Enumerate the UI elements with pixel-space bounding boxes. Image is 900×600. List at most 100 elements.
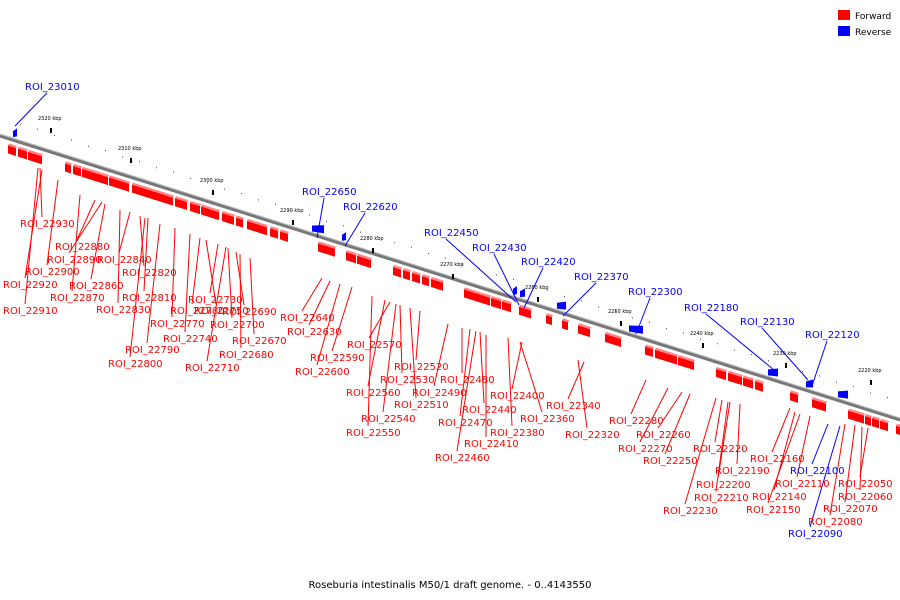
forward-feature-label[interactable]: ROI_22890 — [47, 255, 102, 266]
forward-feature-label[interactable]: ROI_22820 — [122, 268, 177, 279]
forward-feature-label[interactable]: ROI_22830 — [96, 305, 151, 316]
forward-callout-line — [239, 253, 242, 349]
reverse-feature-label[interactable]: ROI_23010 — [25, 82, 80, 93]
reverse-feature-label[interactable]: ROI_22650 — [302, 187, 357, 198]
forward-feature-label[interactable]: ROI_22540 — [361, 414, 416, 425]
forward-feature-label[interactable]: ROI_22220 — [693, 444, 748, 455]
forward-feature-label[interactable]: ROI_22530 — [380, 375, 435, 386]
forward-feature-label[interactable]: ROI_22740 — [163, 334, 218, 345]
forward-feature-label[interactable]: ROI_22230 — [663, 506, 718, 517]
forward-feature-label[interactable]: ROI_22160 — [750, 454, 805, 465]
forward-feature-label[interactable]: ROI_22710 — [185, 363, 240, 374]
forward-feature-label[interactable]: ROI_22440 — [462, 405, 517, 416]
reverse-feature-label[interactable]: ROI_22620 — [343, 202, 398, 213]
forward-feature-label[interactable]: ROI_22680 — [219, 350, 274, 361]
forward-feature-label[interactable]: ROI_22480 — [440, 375, 495, 386]
reverse-feature-label[interactable]: ROI_22090 — [788, 529, 843, 540]
forward-callout-line — [829, 423, 846, 516]
forward-feature-label[interactable]: ROI_22800 — [108, 359, 163, 370]
forward-feature-label[interactable]: ROI_22900 — [25, 267, 80, 278]
forward-feature-label[interactable]: ROI_22200 — [696, 480, 751, 491]
forward-feature-label[interactable]: ROI_22550 — [346, 428, 401, 439]
forward-callout-line — [367, 299, 386, 387]
forward-callout-line — [368, 301, 391, 339]
forward-feature-label[interactable]: ROI_22250 — [643, 456, 698, 467]
forward-feature-label[interactable]: ROI_22920 — [3, 280, 58, 291]
forward-feature-label[interactable]: ROI_22560 — [346, 388, 401, 399]
forward-feature-label[interactable]: ROI_22910 — [3, 306, 58, 317]
forward-feature-label[interactable]: ROI_22060 — [838, 492, 893, 503]
forward-feature — [431, 279, 443, 291]
forward-feature-label[interactable]: ROI_22190 — [715, 466, 770, 477]
forward-feature-label[interactable]: ROI_22750 — [194, 306, 249, 317]
forward-feature — [464, 289, 480, 303]
forward-feature-label[interactable]: ROI_22600 — [295, 367, 350, 378]
reverse-feature-label[interactable]: ROI_22420 — [521, 257, 576, 268]
forward-feature-label[interactable]: ROI_22360 — [520, 414, 575, 425]
forward-feature-label[interactable]: ROI_22150 — [746, 505, 801, 516]
forward-feature-label[interactable]: ROI_22790 — [125, 345, 180, 356]
reverse-feature-label[interactable]: ROI_22130 — [740, 317, 795, 328]
forward-feature-label[interactable]: ROI_22400 — [490, 391, 545, 402]
forward-feature-label[interactable]: ROI_22590 — [310, 353, 365, 364]
forward-feature-label[interactable]: ROI_22470 — [438, 418, 493, 429]
callout-lines — [14, 92, 869, 528]
forward-features — [8, 143, 900, 435]
forward-feature — [270, 228, 278, 239]
forward-feature-label[interactable]: ROI_22320 — [565, 430, 620, 441]
forward-feature-label[interactable]: ROI_22700 — [210, 320, 265, 331]
forward-feature-label[interactable]: ROI_22730 — [188, 295, 243, 306]
scale-dot — [836, 381, 837, 383]
forward-feature-label[interactable]: ROI_22860 — [69, 281, 124, 292]
forward-feature-label[interactable]: ROI_22810 — [122, 293, 177, 304]
forward-feature-label[interactable]: ROI_22460 — [435, 453, 490, 464]
forward-feature-label[interactable]: ROI_22080 — [808, 517, 863, 528]
forward-feature-label[interactable]: ROI_22640 — [280, 313, 335, 324]
reverse-feature-label[interactable]: ROI_22430 — [472, 243, 527, 254]
forward-feature-label[interactable]: ROI_22670 — [232, 336, 287, 347]
scale-dot — [411, 246, 412, 248]
forward-callout-line — [409, 307, 417, 399]
forward-feature-label[interactable]: ROI_22140 — [752, 492, 807, 503]
reverse-feature-label[interactable]: ROI_22100 — [790, 466, 845, 477]
forward-feature-label[interactable]: ROI_22210 — [694, 493, 749, 504]
reverse-feature-label[interactable]: ROI_22370 — [574, 272, 629, 283]
genome-backbone-highlight — [0, 133, 900, 419]
forward-feature-top — [247, 218, 268, 228]
forward-feature-label[interactable]: ROI_22270 — [618, 444, 673, 455]
forward-feature-label[interactable]: ROI_22490 — [412, 388, 467, 399]
forward-feature-label[interactable]: ROI_22280 — [609, 416, 664, 427]
forward-feature-label[interactable]: ROI_22340 — [546, 401, 601, 412]
forward-feature-label[interactable]: ROI_22780 — [170, 306, 225, 317]
forward-feature-top — [201, 204, 212, 210]
forward-feature-label[interactable]: ROI_22520 — [394, 362, 449, 373]
forward-callout-line — [456, 330, 477, 452]
reverse-callout-line — [344, 212, 366, 247]
forward-callout-line — [46, 179, 59, 266]
forward-feature-label[interactable]: ROI_22110 — [775, 479, 830, 490]
forward-feature-label[interactable]: ROI_22070 — [823, 504, 878, 515]
reverse-feature-label[interactable]: ROI_22450 — [424, 228, 479, 239]
forward-feature-label[interactable]: ROI_22870 — [50, 293, 105, 304]
forward-feature-label[interactable]: ROI_22770 — [150, 319, 205, 330]
forward-feature-label[interactable]: ROI_22380 — [490, 428, 545, 439]
scale-dot — [105, 150, 106, 152]
forward-feature-label[interactable]: ROI_22840 — [97, 255, 152, 266]
forward-callout-line — [206, 246, 227, 362]
forward-callout-line — [331, 286, 353, 352]
reverse-feature-label[interactable]: ROI_22300 — [628, 287, 683, 298]
forward-feature-label[interactable]: ROI_22930 — [20, 219, 75, 230]
forward-feature-label[interactable]: ROI_22510 — [394, 400, 449, 411]
forward-feature — [403, 270, 410, 281]
forward-feature-label[interactable]: ROI_22570 — [347, 340, 402, 351]
forward-feature-label[interactable]: ROI_22630 — [287, 327, 342, 338]
forward-feature-label[interactable]: ROI_22690 — [222, 307, 277, 318]
forward-feature — [743, 377, 753, 389]
reverse-feature-label[interactable]: ROI_22120 — [805, 330, 860, 341]
forward-feature-top — [562, 318, 569, 323]
forward-feature-label[interactable]: ROI_22260 — [636, 430, 691, 441]
forward-feature-label[interactable]: ROI_22880 — [55, 242, 110, 253]
reverse-feature-label[interactable]: ROI_22180 — [684, 303, 739, 314]
forward-feature-label[interactable]: ROI_22410 — [464, 439, 519, 450]
forward-feature-label[interactable]: ROI_22050 — [838, 479, 893, 490]
